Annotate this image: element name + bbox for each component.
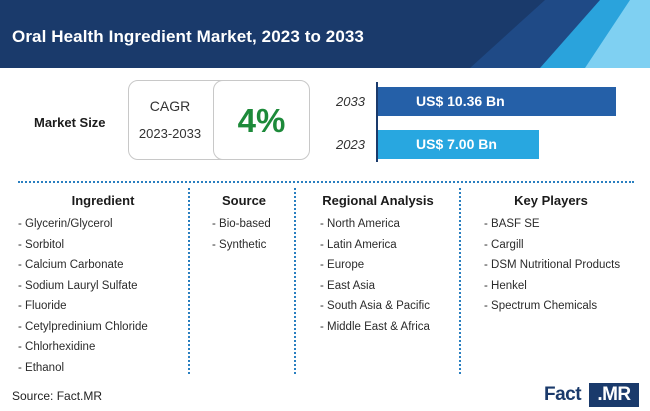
list-item: - Henkel — [484, 279, 527, 292]
list-item: - BASF SE — [484, 218, 540, 230]
header-banner: Oral Health Ingredient Market, 2023 to 2… — [0, 0, 650, 68]
bar-2033: US$ 10.36 Bn — [378, 87, 616, 116]
list-item: - Sodium Lauryl Sulfate — [18, 279, 138, 292]
section-divider — [18, 181, 634, 183]
key-players-list: - BASF SE - Cargill - DSM Nutritional Pr… — [466, 217, 636, 320]
list-item: - Synthetic — [212, 238, 267, 251]
list-item: - Sorbitol — [18, 238, 65, 251]
list-item: - Spectrum Chemicals — [484, 300, 598, 312]
list-item: - DSM Nutritional Products — [484, 259, 621, 271]
list-item: - Calcium Carbonate — [18, 259, 124, 271]
cagr-value: 4% — [213, 80, 310, 160]
list-item: - Chlorhexidine — [18, 341, 96, 353]
list-item: - East Asia — [320, 279, 375, 292]
regional-title: Regional Analysis — [322, 193, 434, 208]
factmr-logo: Fact .MR — [544, 383, 640, 407]
source-text: Source: Fact.MR — [12, 389, 103, 403]
cagr-heading: CAGR — [149, 98, 191, 114]
regional-list: - North America - Latin America - Europe… — [300, 217, 456, 340]
bar-2023: US$ 7.00 Bn — [378, 130, 539, 159]
page-title: Oral Health Ingredient Market, 2023 to 2… — [12, 27, 364, 46]
ingredient-title: Ingredient — [71, 193, 135, 208]
column-separator — [188, 188, 190, 374]
list-item: - Glycerin/Glycerol — [18, 218, 113, 230]
bar-year-label-2033: 2033 — [336, 94, 365, 109]
key-players-column: Key Players - BASF SE - Cargill - DSM Nu… — [466, 193, 636, 320]
bar-year-label-2023: 2023 — [336, 137, 365, 152]
cagr-box: CAGR 2023-2033 4% — [128, 80, 310, 160]
list-item: - Ethanol — [18, 361, 65, 374]
logo-text-fact: Fact — [544, 384, 582, 405]
column-separator — [294, 188, 296, 374]
list-item: - North America — [320, 218, 400, 230]
list-item: - South Asia & Pacific — [320, 300, 430, 312]
logo-text-mr: .MR — [589, 383, 639, 407]
ingredient-list: - Glycerin/Glycerol - Sorbitol - Calcium… — [18, 217, 188, 381]
list-item: - Europe — [320, 259, 365, 271]
list-item: - Middle East & Africa — [320, 320, 430, 333]
source-title: Source — [221, 193, 267, 208]
list-item: - Cetylpredinium Chloride — [18, 320, 148, 333]
bar-axis — [376, 82, 378, 162]
ingredient-column: Ingredient - Glycerin/Glycerol - Sorbito… — [18, 193, 188, 381]
list-item: - Bio-based — [212, 218, 271, 230]
list-item: - Fluoride — [18, 300, 67, 312]
source-list: - Bio-based - Synthetic — [196, 217, 292, 258]
regional-column: Regional Analysis - North America - Lati… — [300, 193, 456, 340]
column-separator — [459, 188, 461, 374]
list-item: - Latin America — [320, 238, 397, 251]
cagr-period: 2023-2033 — [138, 126, 202, 141]
market-size-label: Market Size — [34, 115, 106, 130]
source-column: Source - Bio-based - Synthetic — [196, 193, 292, 258]
key-players-title: Key Players — [514, 193, 588, 208]
list-item: - Cargill — [484, 238, 524, 251]
header-decoration — [470, 0, 650, 68]
